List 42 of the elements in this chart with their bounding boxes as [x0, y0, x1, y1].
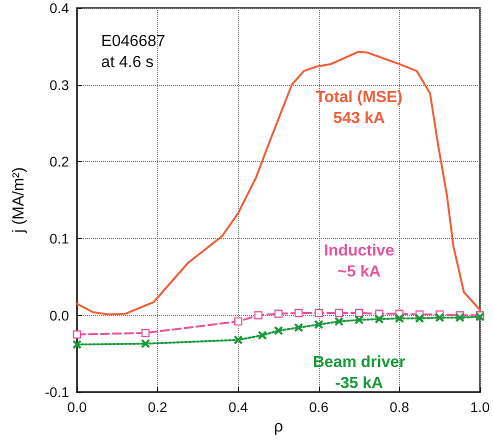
point — [415, 314, 424, 322]
point — [294, 308, 303, 318]
point — [436, 313, 444, 322]
point — [314, 320, 323, 329]
series-label: Inductive ~5 kA — [324, 242, 394, 281]
y-tick-label: 0.2 — [50, 154, 70, 170]
point — [274, 326, 283, 335]
point — [334, 308, 344, 318]
series-label: Total (MSE) 543 kA — [316, 88, 403, 127]
x-axis-title: ρ — [274, 418, 284, 436]
point — [274, 310, 283, 318]
point — [141, 328, 150, 338]
point — [258, 331, 266, 340]
point — [234, 336, 242, 344]
point — [72, 330, 82, 339]
point — [355, 308, 364, 318]
x-tick-label: 0.6 — [309, 399, 329, 416]
y-axis-title: j (MA/m²) — [10, 167, 28, 234]
x-tick-label: 0.4 — [228, 399, 248, 416]
y-tick-label: 0.0 — [50, 307, 70, 324]
point — [254, 311, 262, 320]
point — [314, 308, 323, 318]
y-tick-label: 0.3 — [50, 76, 70, 93]
line-series — [76, 50, 481, 316]
point — [395, 314, 404, 322]
point — [456, 313, 464, 322]
point — [72, 340, 82, 349]
x-tick-label: 0.0 — [67, 399, 87, 416]
x-tick-label: 0.2 — [148, 399, 168, 416]
point — [234, 317, 242, 326]
series-label: Beam driver -35 kA — [312, 354, 406, 392]
y-tick-label: -0.1 — [44, 384, 70, 400]
annotation: E046687 at 4.6 s — [101, 33, 166, 72]
x-tick-label: 1.0 — [470, 399, 490, 416]
point — [334, 317, 344, 326]
y-tick-label: 0.4 — [50, 0, 70, 16]
point — [294, 323, 303, 332]
point — [355, 316, 364, 324]
x-tick-label: 0.8 — [390, 399, 410, 416]
point — [141, 340, 150, 348]
point — [375, 315, 384, 324]
y-tick-label: 0.1 — [50, 230, 70, 246]
